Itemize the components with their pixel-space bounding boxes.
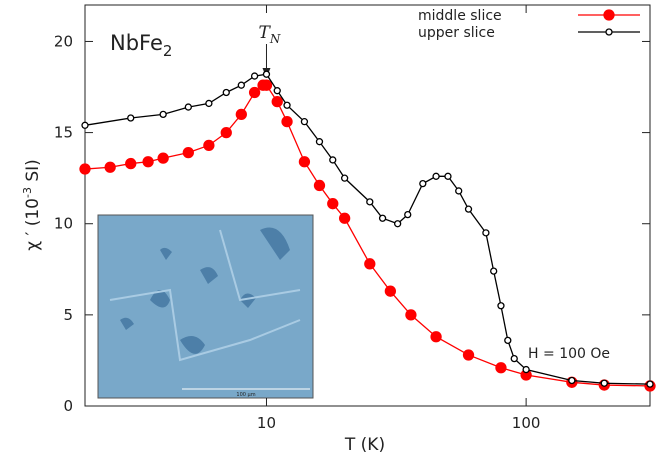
data-point [300, 118, 309, 126]
y-axis-label: χ ′ (10-3 SI) [21, 159, 43, 251]
transition-label-main: T [258, 23, 271, 43]
data-point [364, 258, 376, 270]
data-point [248, 86, 261, 99]
data-point [338, 212, 351, 224]
data-point [404, 210, 412, 219]
data-point [329, 156, 337, 164]
inset-scale-label: 100 μm [236, 392, 255, 398]
legend-marker [605, 28, 613, 36]
data-point [432, 172, 440, 180]
inset: 100 μm [97, 214, 314, 399]
data-point [125, 157, 137, 170]
data-point [378, 214, 387, 222]
data-point [142, 156, 154, 168]
data-point [273, 87, 281, 95]
chart-title: NbFe2 [110, 31, 172, 60]
data-point [495, 362, 507, 374]
data-point [81, 121, 89, 129]
data-point [340, 174, 349, 182]
data-point [182, 146, 194, 159]
y-tick-label: 5 [63, 306, 73, 324]
data-point [315, 138, 324, 146]
y-tick-label: 15 [54, 124, 73, 142]
data-point [327, 198, 339, 210]
data-point [104, 161, 116, 173]
data-point [262, 70, 271, 78]
data-point [281, 116, 293, 128]
data-point [393, 220, 402, 228]
data-point [366, 198, 374, 206]
data-point [384, 285, 397, 297]
data-point [222, 88, 230, 97]
y-tick-label: 0 [63, 397, 73, 415]
data-point [462, 349, 475, 361]
data-point [568, 376, 576, 385]
data-point [260, 79, 273, 91]
data-point [157, 152, 169, 164]
series-line [84, 84, 651, 387]
data-point [220, 126, 232, 139]
data-point [237, 81, 245, 89]
data-point [497, 302, 505, 310]
data-point [490, 267, 498, 275]
data-point [430, 331, 442, 343]
inset-boundaries [109, 229, 301, 362]
data-point [205, 99, 213, 108]
data-point [203, 139, 215, 152]
data-point [235, 108, 247, 121]
x-tick-label: 10 [257, 414, 276, 432]
field-annotation: H = 100 Oe [528, 346, 610, 362]
data-point [510, 354, 518, 363]
data-point [250, 72, 259, 80]
data-point [271, 95, 283, 108]
data-point [313, 179, 326, 192]
y-tick-label: 20 [54, 32, 73, 50]
data-point [184, 103, 192, 111]
data-point [464, 205, 473, 213]
data-point [298, 156, 311, 168]
data-point [482, 229, 490, 237]
data-point [405, 309, 417, 321]
plot-frame [84, 4, 651, 407]
y-tick-label: 10 [54, 215, 73, 233]
data-point [455, 187, 463, 195]
x-axis-label: T (K) [344, 435, 385, 455]
inset-grains [120, 227, 290, 354]
legend-label: middle slice [418, 8, 502, 24]
data-point [444, 172, 452, 180]
data-point [159, 110, 167, 119]
data-point [504, 336, 512, 345]
legend-marker [603, 9, 615, 21]
data-point [127, 114, 135, 122]
data-point [419, 179, 427, 188]
data-point [600, 379, 608, 387]
legend-label: upper slice [418, 25, 495, 41]
data-point [79, 163, 91, 175]
data-point [646, 380, 654, 388]
data-point [522, 365, 530, 374]
x-tick-label: 100 [512, 414, 541, 432]
transition-label-sub: N [269, 32, 281, 46]
data-point [283, 101, 291, 109]
transition-label: TN [258, 23, 280, 46]
